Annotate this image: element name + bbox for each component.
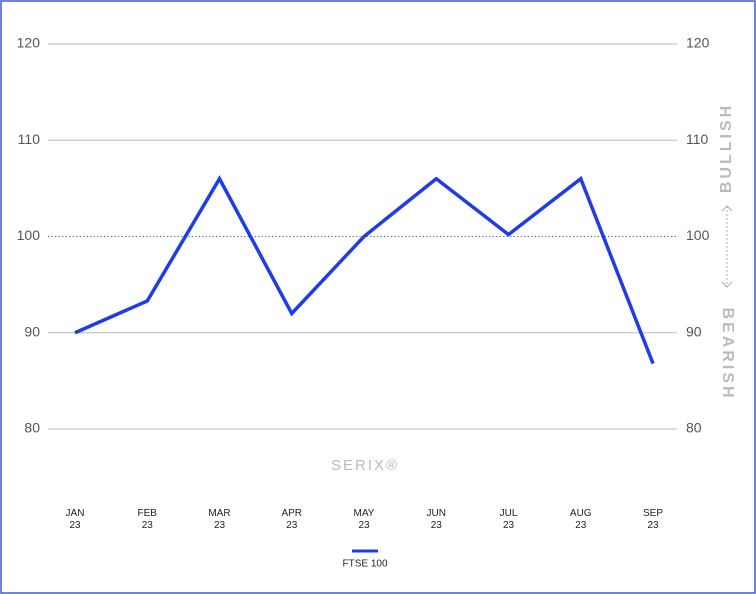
x-tick-label: SEP 23 (643, 508, 663, 531)
x-tick-label: JUN 23 (427, 508, 446, 531)
x-tick-label: APR 23 (281, 508, 302, 531)
y-tick-label: 90 (24, 323, 40, 339)
data-line (74, 175, 655, 365)
y-tick-label: 120 (17, 35, 41, 51)
x-tick-label: FEB 23 (138, 508, 158, 531)
x-tick-label: AUG 23 (570, 508, 592, 531)
direction-arrow (721, 205, 733, 288)
y2-tick-label: 110 (686, 131, 709, 147)
x-tick-label: MAR 23 (208, 508, 230, 531)
y2-tick-label: 90 (686, 323, 702, 339)
watermark: SERIX® (331, 457, 399, 474)
y-tick-label: 100 (17, 227, 41, 243)
x-tick-label: MAY 23 (354, 508, 375, 531)
x-tick-label: JAN 23 (66, 508, 85, 531)
lower-label: BEARISH (719, 307, 736, 400)
upper-label: BULLISH (718, 103, 735, 193)
y2-tick-label: 100 (686, 227, 710, 243)
x-tick-label: JUL 23 (500, 508, 518, 531)
y-tick-label: 110 (18, 131, 41, 147)
y2-tick-label: 80 (686, 420, 702, 436)
legend-label: FTSE 100 (342, 559, 387, 570)
y-tick-label: 80 (24, 420, 40, 436)
y2-tick-label: 120 (686, 35, 710, 51)
